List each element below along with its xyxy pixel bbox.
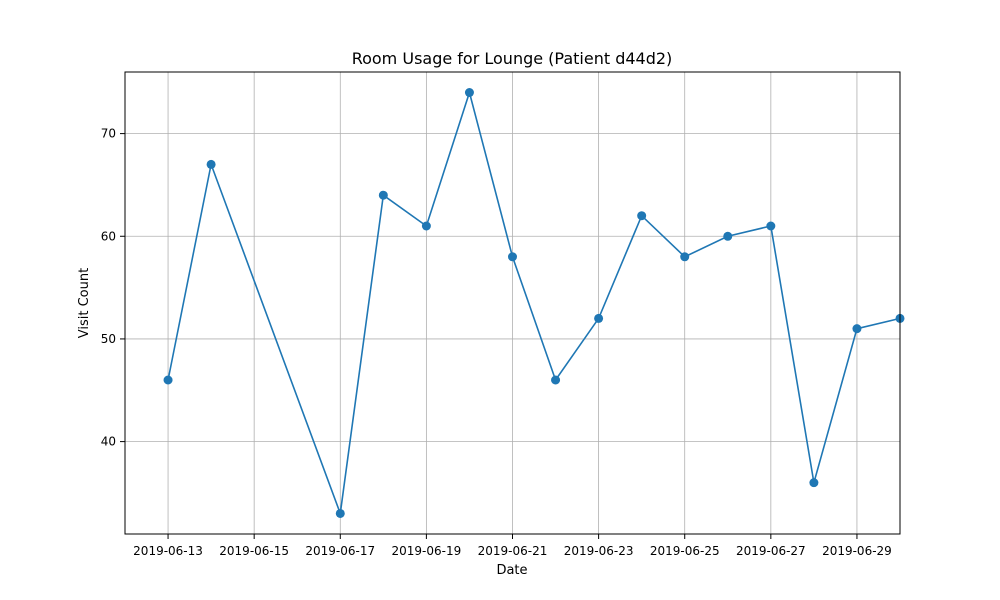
data-point (852, 324, 862, 334)
x-tick-label: 2019-06-23 (564, 544, 634, 558)
x-tick-label: 2019-06-17 (305, 544, 375, 558)
data-point (206, 159, 216, 169)
data-point (378, 190, 388, 200)
x-tick-label: 2019-06-27 (736, 544, 806, 558)
data-point (680, 252, 690, 262)
x-tick-label: 2019-06-21 (478, 544, 548, 558)
data-point (594, 313, 604, 323)
data-point (335, 508, 345, 518)
x-tick-label: 2019-06-19 (392, 544, 462, 558)
x-tick-label: 2019-06-29 (822, 544, 892, 558)
data-point (464, 88, 474, 98)
y-tick-label: 50 (101, 332, 116, 346)
data-point (421, 221, 431, 231)
grid (125, 72, 900, 534)
data-point (508, 252, 517, 262)
chart-title: Room Usage for Lounge (Patient d44d2) (352, 49, 673, 68)
data-point (163, 375, 173, 385)
x-tick-label: 2019-06-13 (133, 544, 203, 558)
data-point (766, 221, 776, 231)
x-axis-ticks: 2019-06-13 2019-06-15 2019-06-17 2019-06-19… (133, 534, 892, 558)
x-axis-label: Date (496, 563, 527, 578)
y-tick-label: 40 (101, 435, 116, 449)
data-point (637, 211, 647, 221)
data-point (809, 478, 819, 488)
y-tick-label: 70 (101, 127, 116, 141)
x-tick-label: 2019-06-25 (650, 544, 720, 558)
x-tick-label: 2019-06-15 (219, 544, 289, 558)
y-axis-ticks: 40 50 60 70 (101, 127, 125, 449)
y-tick-label: 60 (101, 229, 116, 243)
series-line (163, 88, 905, 518)
series-polyline (167, 89, 901, 514)
data-point (723, 231, 733, 241)
y-axis-label: Visit Count (77, 268, 92, 338)
data-point (551, 375, 561, 385)
